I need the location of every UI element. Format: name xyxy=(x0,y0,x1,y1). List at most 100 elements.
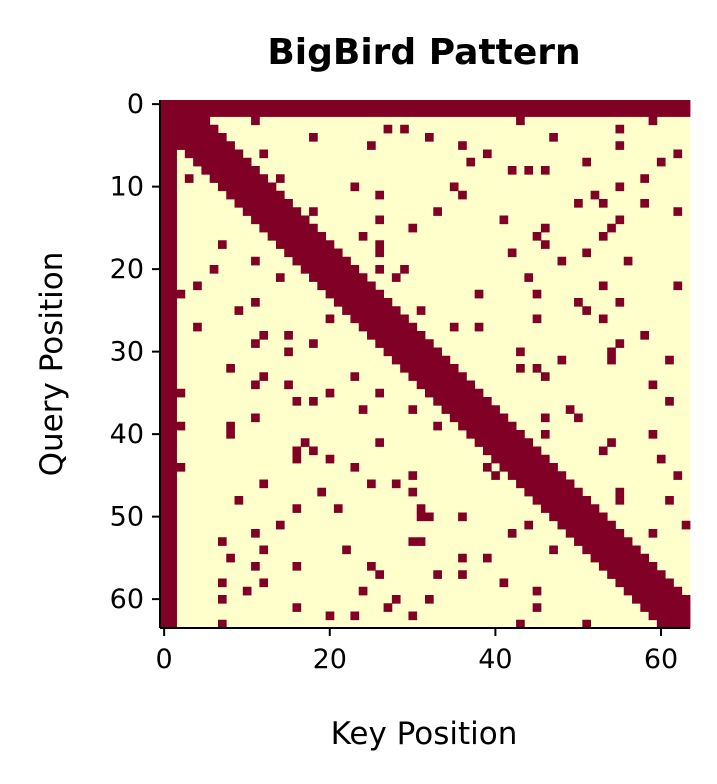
heatmap-cell xyxy=(375,108,384,117)
heatmap-cell xyxy=(375,215,384,225)
heatmap-cell xyxy=(168,166,177,175)
heatmap-cell xyxy=(193,108,202,117)
heatmap-cell xyxy=(300,265,310,274)
heatmap-cell xyxy=(474,405,484,414)
heatmap-cell xyxy=(251,199,260,208)
heatmap-cell xyxy=(458,405,467,414)
heatmap-cell xyxy=(615,529,625,538)
heatmap-cell xyxy=(425,339,434,348)
heatmap-cell xyxy=(317,248,327,258)
heatmap-cell xyxy=(375,289,384,299)
x-tick-label: 60 xyxy=(644,644,678,675)
heatmap-cell xyxy=(267,199,277,208)
heatmap-cell xyxy=(458,388,467,398)
heatmap-cell xyxy=(160,355,169,365)
heatmap-cell xyxy=(582,529,592,538)
heatmap-cell xyxy=(466,388,476,398)
heatmap-cell xyxy=(549,108,558,117)
heatmap-cell xyxy=(383,322,393,332)
heatmap-cell xyxy=(640,331,649,340)
heatmap-cell xyxy=(317,100,327,109)
heatmap-cell xyxy=(516,116,525,126)
heatmap-cell xyxy=(284,215,293,225)
heatmap-cell xyxy=(441,108,451,117)
heatmap-cell xyxy=(574,496,583,505)
heatmap-cell xyxy=(565,405,575,414)
heatmap-cell xyxy=(540,223,550,233)
heatmap-cell xyxy=(168,215,177,225)
heatmap-cell xyxy=(673,619,683,629)
heatmap-cell xyxy=(193,157,202,167)
heatmap-cell xyxy=(557,479,567,489)
heatmap-cell xyxy=(160,619,169,629)
heatmap-cell xyxy=(300,223,310,233)
heatmap-cell xyxy=(466,405,476,414)
heatmap-cell xyxy=(532,314,542,324)
heatmap-cell xyxy=(342,306,351,315)
heatmap-cell xyxy=(342,100,351,109)
heatmap-cell xyxy=(458,421,467,431)
heatmap-cell xyxy=(375,570,384,579)
heatmap-cell xyxy=(226,553,235,563)
heatmap-cell xyxy=(607,553,616,563)
heatmap-cell xyxy=(648,116,658,126)
heatmap-cell xyxy=(325,240,335,249)
heatmap-cell xyxy=(408,372,418,381)
heatmap-cell xyxy=(160,562,169,571)
heatmap-cell xyxy=(557,471,567,480)
heatmap-cell xyxy=(425,595,434,604)
heatmap-cell xyxy=(549,133,558,142)
heatmap-cell xyxy=(259,372,269,381)
heatmap-cell xyxy=(408,223,418,233)
heatmap-cell xyxy=(425,512,434,522)
heatmap-cell xyxy=(466,108,476,117)
heatmap-cell xyxy=(516,100,525,109)
heatmap-cell xyxy=(234,166,244,175)
heatmap-cell xyxy=(665,603,674,612)
heatmap-cell xyxy=(209,265,219,274)
heatmap-cell xyxy=(482,413,492,423)
heatmap-cell xyxy=(491,413,500,423)
heatmap-cell xyxy=(309,446,318,456)
heatmap-cell xyxy=(540,430,550,439)
heatmap-cell xyxy=(582,157,592,167)
heatmap-cell xyxy=(168,240,177,249)
heatmap-cell xyxy=(482,446,492,456)
heatmap-cell xyxy=(309,397,318,406)
x-axis-label: Key Position xyxy=(331,716,518,752)
heatmap-cell xyxy=(275,240,285,249)
heatmap-cell xyxy=(160,265,169,274)
heatmap-cell xyxy=(507,463,517,472)
heatmap-cell xyxy=(251,207,260,216)
heatmap-cell xyxy=(441,388,451,398)
heatmap-cell xyxy=(168,207,177,216)
heatmap-cell xyxy=(623,578,633,588)
heatmap-cell xyxy=(416,306,426,315)
heatmap-cell xyxy=(300,215,310,225)
heatmap-cell xyxy=(590,529,600,538)
heatmap-cell xyxy=(408,347,418,357)
heatmap-cell xyxy=(524,479,534,489)
heatmap-cell xyxy=(640,562,649,571)
heatmap-cell xyxy=(582,248,592,258)
heatmap-cell xyxy=(358,314,368,324)
heatmap-cell xyxy=(267,215,277,225)
heatmap-cell xyxy=(549,496,558,505)
heatmap-cell xyxy=(648,108,658,117)
heatmap-cell xyxy=(168,273,177,282)
heatmap-cell xyxy=(391,595,401,604)
heatmap-cell xyxy=(474,388,484,398)
heatmap-cell xyxy=(482,438,492,447)
heatmap-cell xyxy=(532,364,542,373)
heatmap-cell xyxy=(300,108,310,117)
heatmap-cell xyxy=(160,388,169,398)
heatmap-cell xyxy=(590,100,600,109)
heatmap-cell xyxy=(565,512,575,522)
heatmap-cell xyxy=(383,603,393,612)
heatmap-cell xyxy=(168,265,177,274)
heatmap-cell xyxy=(574,504,583,513)
heatmap-cell xyxy=(193,141,202,150)
heatmap-cell xyxy=(168,537,177,546)
heatmap-cell xyxy=(160,446,169,456)
heatmap-cell xyxy=(242,166,252,175)
